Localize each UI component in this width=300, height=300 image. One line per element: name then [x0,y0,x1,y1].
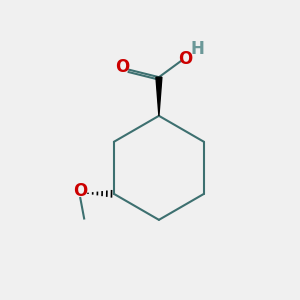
Polygon shape [156,77,162,116]
Text: H: H [190,40,205,58]
Text: O: O [178,50,192,68]
Text: O: O [116,58,130,76]
Text: O: O [73,182,87,200]
